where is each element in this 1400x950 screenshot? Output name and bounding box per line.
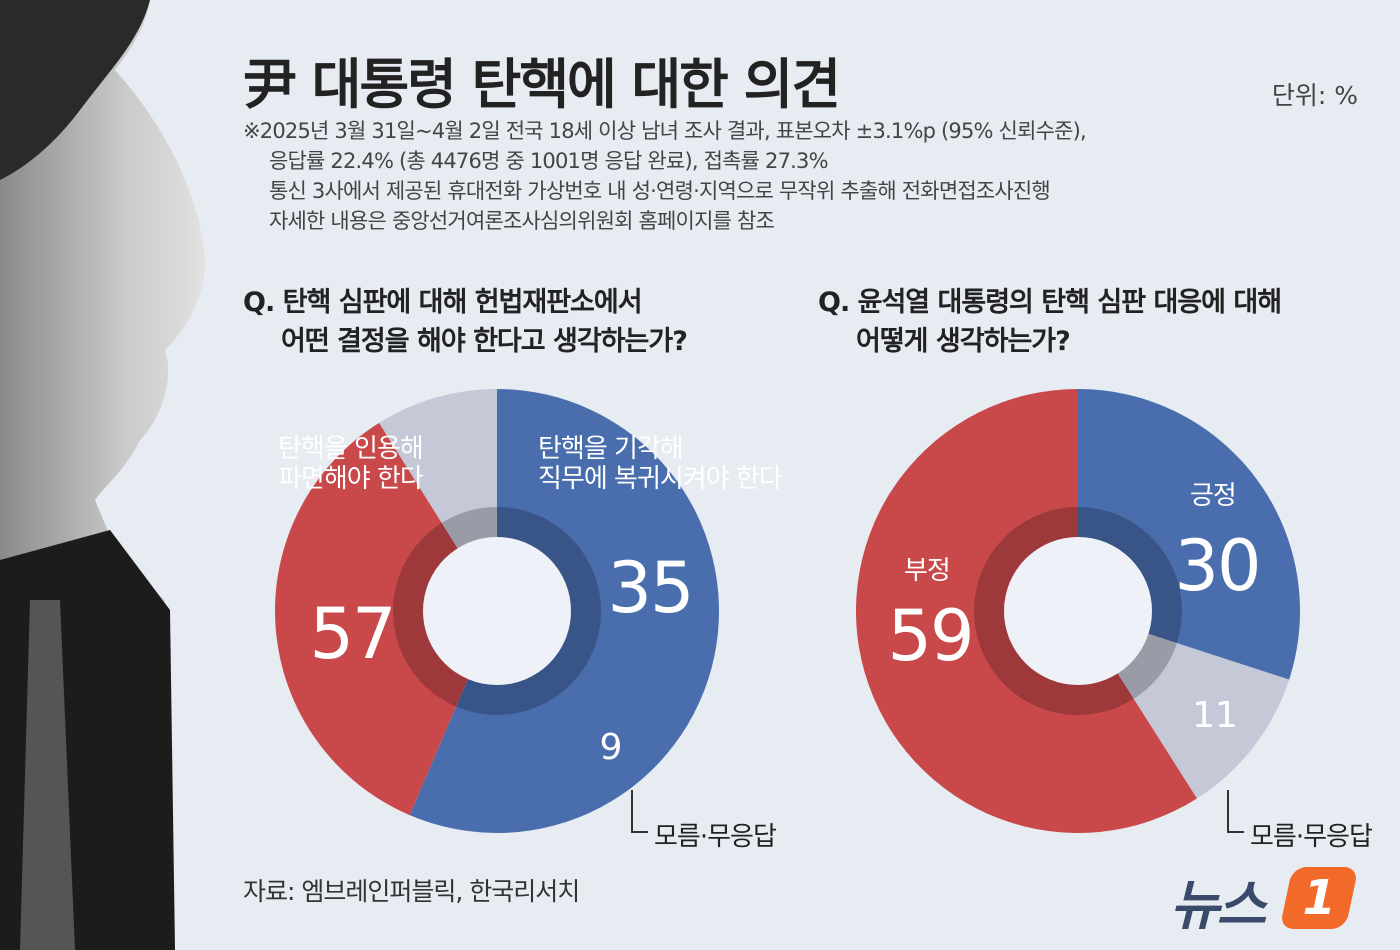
chart1-question: Q. 탄핵 심판에 대해 헌법재판소에서 어떤 결정을 해야 한다고 생각하는가…: [243, 283, 688, 361]
logo-text: 뉴스: [1170, 874, 1266, 937]
page-title: 尹 대통령 탄핵에 대한 의견: [243, 53, 841, 116]
chart2-label-na: 모름·무응답: [1250, 822, 1373, 852]
survey-note-line: ※2025년 3월 31일~4월 2일 전국 18세 이상 남녀 조사 결과, …: [243, 119, 1087, 143]
chart1-value-na: 9: [599, 727, 623, 768]
chart1-label-na: 모름·무응답: [654, 822, 777, 852]
president-photo: [0, 0, 205, 950]
chart2-ring-0: [1078, 507, 1183, 644]
chart1-slice-1: [275, 422, 497, 816]
chart1-label-line: 파면해야 한다: [278, 464, 424, 494]
news1-logo: 뉴스 1: [1170, 857, 1370, 937]
chart2-ring-2: [974, 507, 1134, 715]
survey-notes: ※2025년 3월 31일~4월 2일 전국 18세 이상 남녀 조사 결과, …: [243, 116, 1353, 236]
unit-label: 단위: %: [1271, 81, 1358, 110]
logo-badge: 1: [1279, 867, 1359, 929]
source-note: 자료: 엠브레인퍼블릭, 한국리서치: [243, 877, 580, 906]
chart1-label-line: 탄핵을 인용해: [278, 434, 424, 464]
survey-note-line: 응답률 22.4% (총 4476명 중 1001명 응답 완료), 접촉률 2…: [269, 149, 829, 173]
chart2-value-na: 11: [1192, 695, 1238, 736]
chart1-donut: [275, 389, 719, 834]
chart2-question-line: Q. 윤석열 대통령의 탄핵 심판 대응에 대해: [818, 287, 1282, 318]
chart1-ring-2: [441, 507, 497, 549]
chart2-ring-1: [1117, 633, 1177, 699]
chart1-label-line: 직무에 복귀시켜야 한다: [538, 464, 783, 494]
chart2-na-leader-line: [1227, 790, 1244, 833]
chart2-center-hole: [1004, 537, 1152, 685]
chart2-donut: [856, 389, 1300, 833]
chart2-question: Q. 윤석열 대통령의 탄핵 심판 대응에 대해 어떻게 생각하는가?: [818, 283, 1282, 361]
chart1-label-approve: 탄핵을 인용해 파면해야 한다: [278, 434, 424, 494]
chart1-label-line: 탄핵을 기각해: [538, 434, 684, 464]
chart1-question-line: 어떤 결정을 해야 한다고 생각하는가?: [281, 326, 688, 357]
survey-note-line: 자세한 내용은 중앙선거여론조사심의위원회 홈페이지를 참조: [269, 209, 775, 233]
chart1-ring-1: [392, 522, 468, 707]
chart1-value-dismiss: 35: [607, 547, 694, 629]
chart2-label-positive: 긍정: [1190, 481, 1237, 511]
chart1-na-leader-line: [631, 790, 648, 833]
chart1-label-dismiss: 탄핵을 기각해 직무에 복귀시켜야 한다: [538, 434, 783, 494]
chart2-value-negative: 59: [887, 595, 974, 677]
chart2-label-negative: 부정: [904, 556, 951, 586]
chart2-value-positive: 30: [1174, 525, 1261, 607]
chart1-center-hole: [423, 537, 571, 685]
chart1-question-line: Q. 탄핵 심판에 대해 헌법재판소에서: [243, 287, 643, 318]
chart1-value-approve: 57: [309, 593, 396, 675]
chart2-question-line: 어떻게 생각하는가?: [856, 326, 1071, 357]
survey-note-line: 통신 3사에서 제공된 휴대전화 가상번호 내 성·연령·지역으로 무작위 추출…: [269, 179, 1051, 203]
chart1-ring-0: [456, 507, 601, 715]
